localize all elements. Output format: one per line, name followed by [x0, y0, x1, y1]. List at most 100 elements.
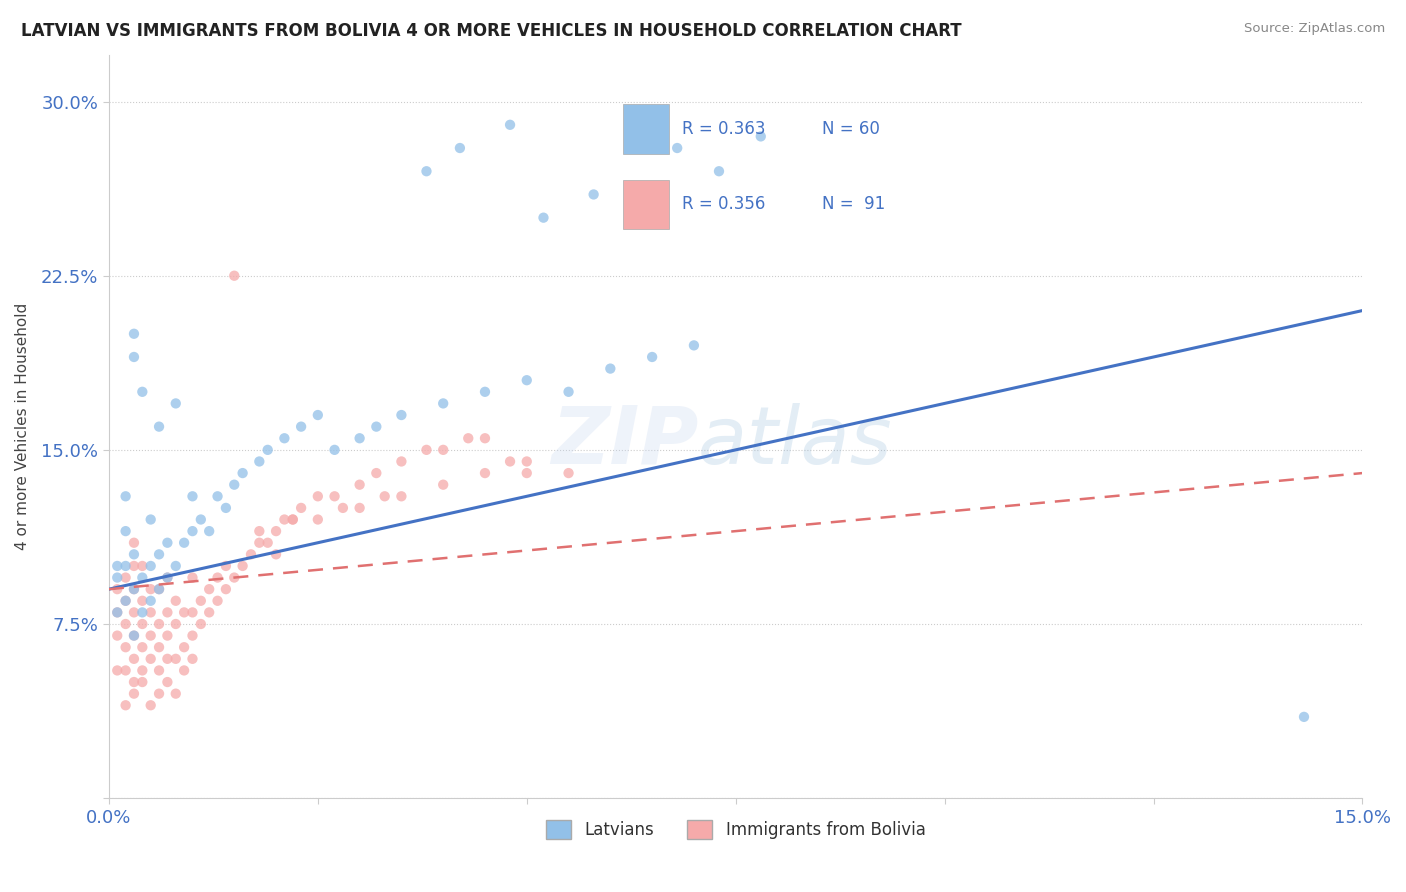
Point [148, 640, 170, 655]
Point [499, 454, 522, 468]
Point [139, 512, 162, 526]
Point [181, 489, 204, 503]
Point [122, 675, 145, 690]
Point [156, 570, 179, 584]
Point [165, 594, 187, 608]
Point [516, 454, 538, 468]
Point [666, 141, 689, 155]
Point [114, 617, 136, 632]
Point [264, 524, 287, 538]
Point [474, 431, 496, 445]
Point [290, 419, 312, 434]
Point [307, 512, 329, 526]
Point [114, 489, 136, 503]
Point [281, 512, 304, 526]
Point [432, 477, 454, 491]
Point [247, 524, 270, 538]
Point [148, 664, 170, 678]
Point [165, 396, 187, 410]
Point [190, 617, 212, 632]
Point [499, 118, 522, 132]
Point [389, 454, 412, 468]
Point [190, 512, 212, 526]
Point [240, 547, 263, 561]
Point [114, 664, 136, 678]
Point [232, 558, 254, 573]
Point [457, 431, 479, 445]
Point [349, 477, 371, 491]
Point [683, 338, 706, 352]
Point [181, 524, 204, 538]
Point [122, 326, 145, 341]
Point [207, 570, 229, 584]
Point [156, 675, 179, 690]
Point [247, 535, 270, 549]
Point [190, 594, 212, 608]
Point [105, 558, 128, 573]
Point [122, 535, 145, 549]
Point [173, 640, 195, 655]
Point [516, 373, 538, 387]
Point [122, 652, 145, 666]
Point [349, 431, 371, 445]
Point [307, 408, 329, 422]
Point [122, 350, 145, 364]
Point [131, 664, 153, 678]
Point [139, 698, 162, 713]
Point [165, 558, 187, 573]
Point [232, 466, 254, 480]
Point [105, 606, 128, 620]
Point [181, 570, 204, 584]
Point [131, 675, 153, 690]
Point [332, 500, 354, 515]
Point [131, 594, 153, 608]
Point [224, 268, 246, 283]
Point [707, 164, 730, 178]
Point [122, 558, 145, 573]
Point [198, 524, 221, 538]
Point [114, 594, 136, 608]
Point [131, 640, 153, 655]
Point [105, 570, 128, 584]
Point [114, 524, 136, 538]
Point [131, 617, 153, 632]
Point [366, 419, 388, 434]
Point [181, 629, 204, 643]
Point [641, 350, 664, 364]
Point [374, 489, 396, 503]
Y-axis label: 4 or more Vehicles in Household: 4 or more Vehicles in Household [15, 303, 30, 550]
Point [474, 384, 496, 399]
Point [156, 570, 179, 584]
Point [599, 361, 621, 376]
Point [148, 582, 170, 597]
Point [273, 431, 295, 445]
Point [165, 617, 187, 632]
Text: LATVIAN VS IMMIGRANTS FROM BOLIVIA 4 OR MORE VEHICLES IN HOUSEHOLD CORRELATION C: LATVIAN VS IMMIGRANTS FROM BOLIVIA 4 OR … [21, 22, 962, 40]
Point [156, 629, 179, 643]
Point [156, 652, 179, 666]
Point [449, 141, 471, 155]
Point [432, 396, 454, 410]
Point [122, 629, 145, 643]
Point [224, 477, 246, 491]
Text: atlas: atlas [699, 402, 893, 481]
Point [122, 606, 145, 620]
Point [533, 211, 555, 225]
Point [114, 570, 136, 584]
Point [215, 500, 238, 515]
Text: ZIP: ZIP [551, 402, 699, 481]
Point [122, 582, 145, 597]
Point [215, 582, 238, 597]
Point [173, 606, 195, 620]
Point [122, 687, 145, 701]
Point [139, 606, 162, 620]
Point [165, 652, 187, 666]
Point [1292, 710, 1315, 724]
Point [105, 664, 128, 678]
Point [557, 384, 579, 399]
Point [323, 489, 346, 503]
Point [749, 129, 772, 144]
Point [122, 547, 145, 561]
Point [114, 558, 136, 573]
Point [139, 629, 162, 643]
